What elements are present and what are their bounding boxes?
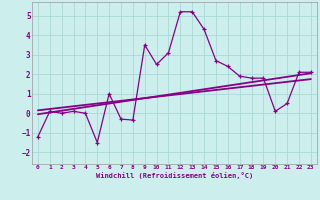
X-axis label: Windchill (Refroidissement éolien,°C): Windchill (Refroidissement éolien,°C)	[96, 172, 253, 179]
